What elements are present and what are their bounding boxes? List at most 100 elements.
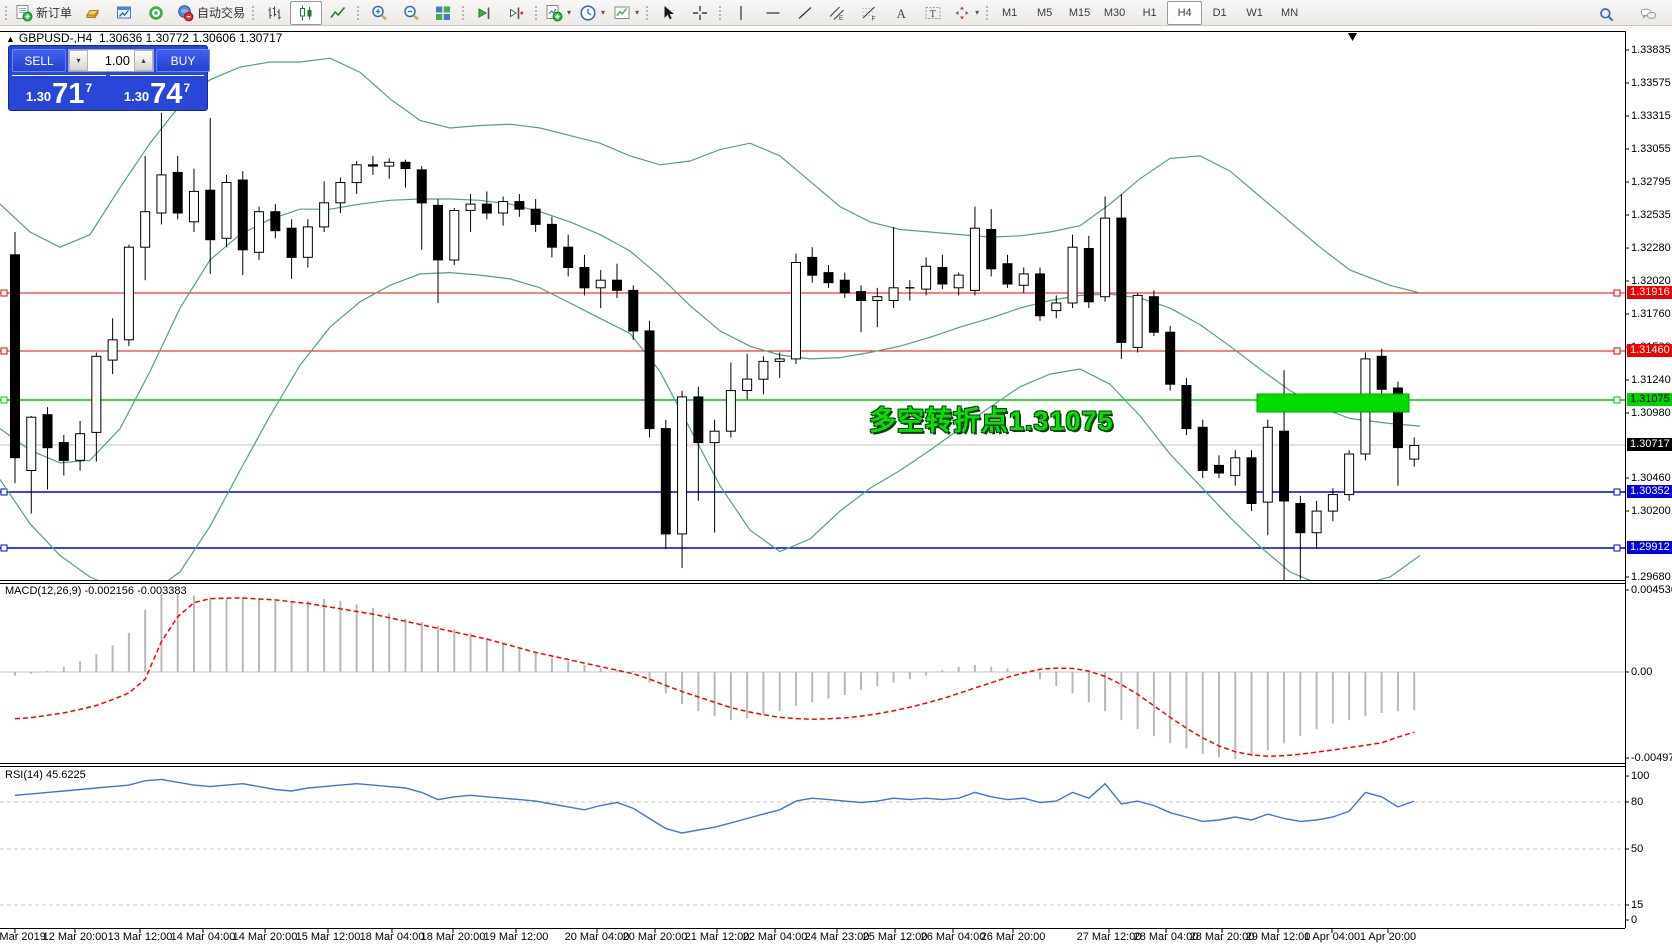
cursor-button[interactable] bbox=[652, 1, 684, 25]
auto-scroll-button[interactable] bbox=[468, 1, 500, 25]
buy-button[interactable]: BUY bbox=[156, 49, 210, 72]
chart-shift-marker-icon[interactable] bbox=[1348, 33, 1357, 41]
indicator-tick-label: 100 bbox=[1631, 770, 1650, 782]
volume-increase-button[interactable]: ▴ bbox=[134, 50, 153, 71]
rsi-pane[interactable] bbox=[0, 778, 1625, 906]
timeframe-button-w1[interactable]: W1 bbox=[1237, 1, 1272, 25]
toolbar-grip[interactable] bbox=[984, 3, 990, 22]
timeframe-button-m1[interactable]: M1 bbox=[992, 1, 1027, 25]
zoom-out-button[interactable] bbox=[395, 1, 427, 25]
candlestick-icon bbox=[300, 5, 312, 20]
indicators-button[interactable]: ▾ bbox=[541, 1, 575, 25]
timeframe-button-mn[interactable]: MN bbox=[1272, 1, 1307, 25]
bar-chart-icon bbox=[268, 6, 281, 19]
pivot-highlight-rect[interactable] bbox=[1256, 393, 1410, 413]
macd-pane[interactable] bbox=[0, 593, 1625, 760]
price-level-label-red: 1.31460 bbox=[1627, 344, 1672, 357]
autotrading-button[interactable]: 自动交易 bbox=[172, 1, 249, 25]
search-button[interactable] bbox=[1590, 2, 1622, 26]
buy-price[interactable]: 1.30 74 7 bbox=[110, 75, 204, 109]
timeframe-button-h4[interactable]: H4 bbox=[1167, 0, 1203, 25]
crosshair-button[interactable] bbox=[684, 1, 716, 25]
volume-decrease-button[interactable]: ▾ bbox=[69, 50, 88, 71]
tile-windows-button[interactable] bbox=[427, 1, 459, 25]
time-axis-label: 12 Mar 20:00 bbox=[42, 931, 108, 943]
indicator-tick-label: 50 bbox=[1631, 843, 1644, 855]
timeframe-button-m30[interactable]: M30 bbox=[1097, 1, 1132, 25]
timeframe-button-d1[interactable]: D1 bbox=[1202, 1, 1237, 25]
timeframe-button-m5[interactable]: M5 bbox=[1027, 1, 1062, 25]
timeframe-button-m15[interactable]: M15 bbox=[1062, 1, 1097, 25]
gold-bar-button[interactable] bbox=[76, 1, 108, 25]
timeframe-button-h1[interactable]: H1 bbox=[1132, 1, 1167, 25]
fibonacci-button[interactable]: F bbox=[853, 1, 885, 25]
text-button[interactable]: A bbox=[885, 1, 917, 25]
time-axis-label: 14 Mar 04:00 bbox=[170, 931, 236, 943]
rsi-line bbox=[14, 778, 1415, 834]
chart-shift-icon bbox=[510, 7, 524, 19]
label-button[interactable]: T bbox=[917, 1, 949, 25]
price-tick-label: 1.33055 bbox=[1631, 143, 1671, 155]
toolbar-grip[interactable] bbox=[644, 3, 650, 22]
main-chart-pane[interactable] bbox=[0, 57, 1625, 593]
toolbar-grip[interactable] bbox=[355, 3, 361, 22]
vertical-line-button[interactable] bbox=[725, 1, 757, 25]
indicator-tick-label: 0 bbox=[1631, 914, 1638, 926]
svg-text:E: E bbox=[839, 15, 844, 22]
volume-control: ▾ ▴ bbox=[68, 49, 154, 72]
chart-shift-button[interactable] bbox=[500, 1, 532, 25]
new-order-button[interactable]: 新订单 bbox=[11, 1, 76, 25]
fibonacci-icon: F bbox=[862, 6, 876, 22]
volume-input[interactable] bbox=[88, 50, 134, 71]
line-chart-icon bbox=[330, 6, 346, 18]
time-axis-label: 26 Mar 04:00 bbox=[920, 931, 986, 943]
templates-button[interactable]: ▾ bbox=[609, 1, 643, 25]
time-axis-label: 24 Mar 23:00 bbox=[804, 931, 870, 943]
toolbar-grip[interactable] bbox=[717, 3, 723, 22]
candlestick-button[interactable] bbox=[290, 0, 323, 25]
bar-chart-button[interactable] bbox=[258, 1, 290, 25]
toolbar-grip[interactable] bbox=[533, 3, 539, 22]
arrows-button[interactable]: ▾ bbox=[949, 1, 983, 25]
zoom-in-button[interactable] bbox=[363, 1, 395, 25]
price-level-label-current: 1.30717 bbox=[1627, 438, 1672, 451]
new-order-icon bbox=[16, 4, 33, 21]
price-tick-label: 1.32280 bbox=[1631, 242, 1671, 254]
time-axis-label: 27 Mar 12:00 bbox=[1076, 931, 1142, 943]
text-icon: A bbox=[897, 6, 907, 21]
time-axis-label: 18 Mar 20:00 bbox=[420, 931, 486, 943]
toolbar-grip[interactable] bbox=[250, 3, 256, 22]
price-tick-label: 1.30460 bbox=[1631, 472, 1671, 484]
time-axis-label: 20 Mar 20:00 bbox=[622, 931, 688, 943]
horizontal-line-button[interactable] bbox=[757, 1, 789, 25]
macd-signal-line bbox=[14, 597, 1415, 757]
chat-button[interactable] bbox=[1632, 2, 1664, 26]
time-axis-label: 22 Mar 04:00 bbox=[742, 931, 808, 943]
chevron-down-icon[interactable]: ▾ bbox=[975, 8, 980, 17]
main-toolbar: 新订单 自动交易 ▾ ▾ ▾ E F A T ▾ M1 M5 M15 M30 H1 H4 D1 W1 MN bbox=[0, 0, 1672, 26]
toolbar-button-label: 新订单 bbox=[36, 6, 73, 20]
price-level-label-blue: 1.30352 bbox=[1627, 485, 1672, 498]
collapse-triangle-icon[interactable]: ▲ bbox=[6, 34, 15, 44]
trendline-button[interactable] bbox=[789, 1, 821, 25]
vertical-line-icon bbox=[740, 5, 742, 20]
price-tick-label: 1.32535 bbox=[1631, 209, 1671, 221]
sell-price[interactable]: 1.30 71 7 bbox=[12, 75, 106, 109]
svg-text:F: F bbox=[872, 15, 876, 22]
chevron-down-icon[interactable]: ▾ bbox=[635, 8, 640, 17]
chevron-down-icon[interactable]: ▾ bbox=[567, 8, 572, 17]
chart-window-button[interactable] bbox=[108, 1, 140, 25]
chevron-down-icon[interactable]: ▾ bbox=[601, 8, 606, 17]
rsi-indicator-label: RSI(14) 45.6225 bbox=[5, 769, 86, 781]
toolbar-grip[interactable] bbox=[460, 3, 466, 22]
sell-button[interactable]: SELL bbox=[12, 49, 66, 72]
line-chart-button[interactable] bbox=[322, 1, 354, 25]
channel-button[interactable]: E bbox=[821, 1, 853, 25]
price-tick-label: 1.30200 bbox=[1631, 505, 1671, 517]
price-tick-label: 1.32795 bbox=[1631, 176, 1671, 188]
signal-button[interactable] bbox=[140, 1, 172, 25]
toolbar-grip[interactable] bbox=[3, 3, 8, 22]
crosshair-icon bbox=[693, 5, 708, 20]
periods-button[interactable]: ▾ bbox=[575, 1, 609, 25]
